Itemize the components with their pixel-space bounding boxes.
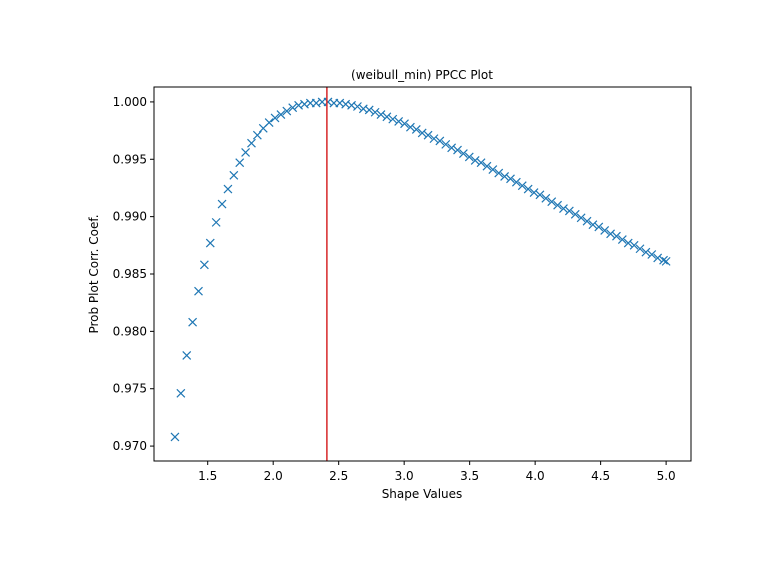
data-point-marker — [364, 105, 374, 115]
x-axis-label: Shape Values — [382, 487, 463, 501]
data-point-marker — [182, 351, 192, 360]
data-point-marker — [653, 253, 663, 263]
y-tick-label: 1.000 — [113, 95, 147, 109]
data-point-marker — [276, 110, 286, 119]
data-point-marker — [582, 216, 592, 226]
x-tick-label: 4.5 — [591, 469, 610, 483]
y-tick-label: 0.980 — [113, 324, 147, 338]
data-point-marker — [488, 165, 498, 175]
data-point-marker — [376, 110, 386, 119]
data-point-marker — [476, 158, 486, 168]
data-point-marker — [382, 112, 392, 122]
data-point-marker — [541, 193, 551, 203]
data-point-marker — [623, 238, 633, 248]
data-point-marker — [417, 128, 427, 138]
data-point-marker — [470, 155, 480, 165]
y-tick-label: 0.970 — [113, 439, 147, 453]
data-point-marker — [635, 244, 645, 254]
x-tick-label: 2.0 — [264, 469, 283, 483]
chart-title: (weibull_min) PPCC Plot — [351, 68, 493, 82]
y-tick-label: 0.975 — [113, 382, 147, 396]
data-point-marker — [523, 184, 533, 194]
data-point-marker — [270, 113, 280, 123]
data-point-marker — [535, 190, 545, 200]
data-point-marker — [547, 197, 557, 207]
y-tick-label: 0.990 — [113, 210, 147, 224]
data-point-marker — [594, 222, 604, 232]
x-tick-label: 5.0 — [657, 469, 676, 483]
data-point-marker — [453, 145, 462, 155]
y-tick-label: 0.995 — [113, 152, 147, 166]
data-point-marker — [517, 181, 527, 191]
data-point-marker — [205, 238, 215, 248]
data-point-marker — [241, 147, 251, 157]
data-point-marker — [629, 240, 639, 250]
data-point-marker — [570, 209, 580, 219]
data-point-marker — [194, 286, 203, 296]
data-point-marker — [617, 235, 627, 245]
data-point-marker — [235, 158, 245, 168]
data-point-marker — [447, 143, 457, 153]
data-point-marker — [506, 174, 515, 184]
x-tick-label: 1.5 — [198, 469, 217, 483]
y-tick-label: 0.985 — [113, 267, 147, 281]
data-point-marker — [223, 184, 233, 194]
data-point-marker — [612, 231, 621, 241]
data-point-marker — [458, 149, 468, 158]
data-point-marker — [435, 136, 445, 146]
data-point-marker — [494, 168, 504, 178]
x-tick-label: 2.5 — [329, 469, 348, 483]
data-point-marker — [482, 161, 492, 171]
data-point-marker — [500, 172, 510, 181]
x-tick-label: 3.5 — [460, 469, 479, 483]
data-point-marker — [659, 255, 668, 265]
data-point-marker — [423, 130, 433, 140]
y-axis-label: Prob Plot Corr. Coef. — [87, 214, 101, 333]
data-point-marker — [188, 317, 198, 327]
data-point-marker — [606, 229, 616, 239]
data-point-marker — [394, 116, 404, 126]
data-point-marker — [564, 206, 574, 216]
axes-frame — [153, 86, 692, 462]
data-point-marker — [576, 213, 586, 223]
data-point-marker — [641, 247, 651, 257]
data-point-marker — [176, 388, 186, 398]
data-point-marker — [264, 118, 274, 127]
data-point-marker — [511, 177, 521, 187]
data-point-marker — [441, 139, 451, 149]
data-point-marker — [353, 102, 362, 111]
data-point-marker — [247, 138, 256, 148]
plot-area: 1.5 2.0 2.5 3.0 3.5 4.0 4.5 5.0 0.970 0.975 0.980 0… — [113, 87, 676, 483]
data-point-marker — [411, 125, 421, 134]
data-point-marker — [553, 200, 563, 210]
x-tick-label: 4.0 — [526, 469, 545, 483]
data-point-marker — [217, 199, 227, 209]
data-point-marker — [170, 432, 180, 442]
data-point-marker — [661, 256, 671, 266]
data-point-marker — [600, 225, 610, 235]
data-point-marker — [647, 250, 657, 259]
data-point-marker — [370, 107, 380, 117]
data-point-marker — [288, 103, 298, 113]
data-point-marker — [429, 134, 439, 144]
data-point-marker — [588, 220, 598, 230]
data-point-marker — [559, 204, 568, 214]
data-point-marker — [464, 152, 474, 162]
data-point-marker — [388, 114, 398, 124]
data-point-marker — [199, 260, 209, 270]
data-point-marker — [252, 130, 262, 140]
x-tick-label: 3.0 — [395, 469, 414, 483]
data-point-marker — [529, 188, 539, 197]
data-point-marker — [211, 217, 221, 227]
data-point-marker — [282, 106, 292, 116]
data-point-marker — [229, 170, 239, 180]
data-point-marker — [405, 122, 415, 132]
data-point-marker — [400, 119, 409, 129]
